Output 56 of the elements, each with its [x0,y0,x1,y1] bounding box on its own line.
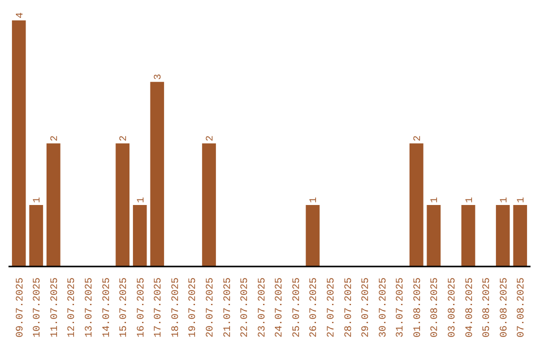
x-tick-label: 11.07.2025 [50,277,61,338]
x-tick-label: 22.07.2025 [240,277,252,338]
x-tick-label: 20.07.2025 [206,277,217,338]
x-tick-label: 10.07.2025 [32,277,44,338]
x-tick-label: 27.07.2025 [326,277,338,338]
bar [12,20,26,266]
bar [306,204,320,266]
data-label: 1 [136,196,148,203]
x-tick-label: 23.07.2025 [257,277,268,338]
x-tick-label: 12.07.2025 [67,277,78,338]
x-tick-label: 14.07.2025 [102,277,113,338]
x-tick-label: 15.07.2025 [119,277,130,338]
x-tick-label: 09.07.2025 [15,277,26,338]
x-tick-label: 07.08.2025 [516,277,528,338]
bar [410,143,424,266]
data-label: 1 [516,196,528,203]
data-label: 1 [464,196,476,203]
x-tick-label: 02.08.2025 [430,277,442,338]
data-label: 1 [32,196,44,203]
bar [513,204,528,266]
x-tick-label: 26.07.2025 [309,277,320,338]
x-tick-label: 30.07.2025 [378,277,390,338]
bar [132,204,147,266]
data-label: 1 [430,196,442,203]
data-label: 4 [15,12,26,18]
data-label: 2 [50,135,61,142]
data-label: 2 [412,135,424,142]
x-tick-label: 29.07.2025 [361,277,372,338]
x-tick-label: 18.07.2025 [170,277,182,338]
bar [150,82,164,266]
bar [202,143,216,266]
data-label: 2 [119,135,130,142]
x-tick-label: 24.07.2025 [274,277,286,338]
bar [116,143,130,266]
x-tick-label: 31.07.2025 [396,277,407,338]
x-tick-label: 04.08.2025 [464,277,476,338]
x-tick-label: 03.08.2025 [447,277,458,338]
x-tick-label: 06.08.2025 [499,277,510,338]
x-tick-label: 19.07.2025 [188,277,200,338]
x-tick-label: 17.07.2025 [154,277,165,338]
data-label: 1 [499,196,510,203]
x-tick-label: 16.07.2025 [136,277,148,338]
x-tick-label: 13.07.2025 [84,277,96,338]
data-label: 3 [154,74,165,80]
bar [496,204,510,266]
x-tick-label: 05.08.2025 [482,277,494,338]
bar [29,204,44,266]
data-label: 1 [309,196,320,203]
x-tick-label: 01.08.2025 [412,277,424,338]
bar [461,204,476,266]
x-tick-label: 21.07.2025 [222,277,234,338]
x-tick-label: 25.07.2025 [292,277,303,338]
x-tick-label: 28.07.2025 [344,277,355,338]
bar [426,204,441,266]
data-label: 2 [206,135,217,142]
bar [46,143,60,266]
